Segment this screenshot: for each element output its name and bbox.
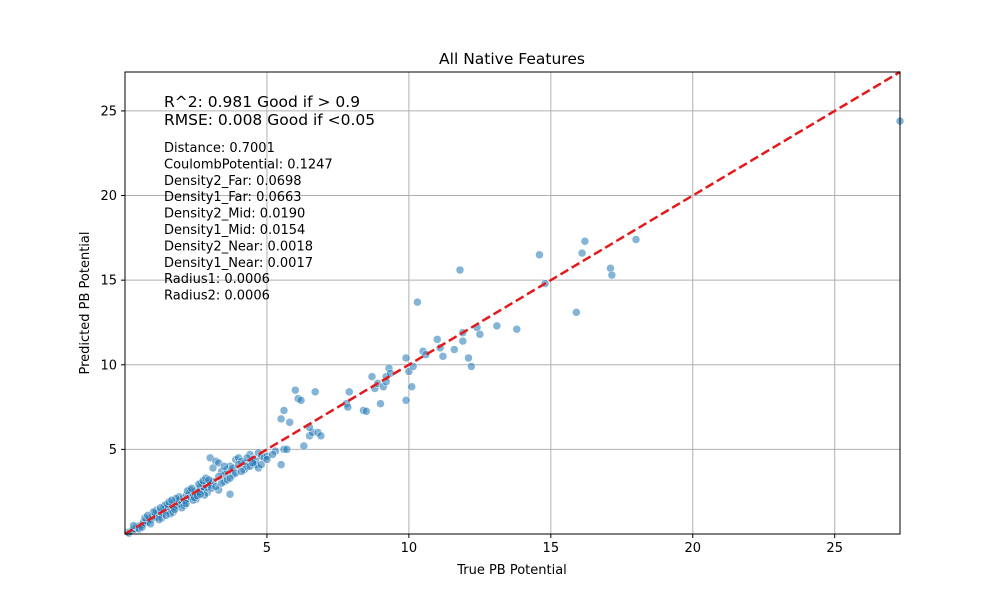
feature-importance-line: CoulombPotential: 0.1247 [164, 157, 333, 172]
x-tick-label: 15 [543, 541, 560, 556]
reference-line [124, 70, 901, 536]
feature-importance-line: Density2_Far: 0.0698 [164, 174, 302, 189]
data-point [225, 473, 235, 483]
data-point [631, 235, 641, 244]
data-point [208, 463, 218, 473]
data-point [154, 515, 164, 524]
feature-importance-line: Radius1: 0.0006 [164, 272, 270, 287]
data-point [475, 330, 485, 339]
y-tick-label: 20 [100, 189, 117, 204]
data-point [225, 489, 235, 499]
data-point [455, 265, 465, 275]
y-tick-label: 10 [100, 358, 117, 373]
data-point [268, 450, 277, 459]
data-point [220, 462, 229, 471]
data-point [345, 387, 354, 397]
data-point [276, 414, 286, 424]
data-point [467, 362, 476, 371]
data-point [282, 445, 292, 454]
data-point [492, 321, 502, 331]
data-point [580, 236, 590, 246]
data-point [310, 387, 320, 397]
data-point [299, 441, 309, 451]
data-point [343, 402, 353, 412]
chart-title: All Native Features [439, 50, 585, 68]
data-point [285, 418, 294, 427]
grid-lines [125, 72, 900, 534]
data-point [413, 297, 422, 307]
x-axis-label: True PB Potential [456, 563, 567, 578]
data-point [291, 385, 300, 395]
data-point [535, 250, 544, 260]
data-point [458, 336, 468, 346]
data-point [577, 248, 587, 258]
data-point [607, 270, 617, 280]
feature-importance-line: Density1_Near: 0.0017 [164, 256, 313, 271]
data-point [296, 396, 306, 405]
data-point [279, 406, 289, 415]
data-point [181, 499, 191, 508]
data-point [401, 396, 411, 405]
data-point [401, 353, 411, 363]
plot-frame [124, 71, 901, 535]
data-point [572, 308, 581, 317]
data-point [262, 455, 272, 464]
data-point [237, 467, 246, 476]
y-tick-label: 25 [100, 104, 117, 119]
data-point [316, 431, 326, 441]
data-point [512, 324, 522, 334]
feature-importance-line: Density2_Near: 0.0018 [164, 239, 313, 254]
feature-importance-line: Distance: 0.7001 [164, 141, 275, 156]
data-point [161, 511, 171, 520]
data-point [367, 372, 377, 381]
x-tick-label: 20 [684, 541, 701, 556]
data-point [407, 382, 416, 392]
y-axis-label: Predicted PB Potential [78, 232, 93, 375]
feature-importance-line: Radius2: 0.0006 [164, 289, 270, 304]
data-point [464, 353, 473, 363]
stat-line: RMSE: 0.008 Good if <0.05 [164, 111, 375, 129]
y-tick-label: 5 [109, 443, 117, 458]
data-point [450, 345, 459, 354]
data-point [276, 460, 286, 469]
feature-importance-line: Density1_Mid: 0.0154 [164, 223, 305, 238]
data-point [362, 407, 371, 416]
feature-importance-line: Density1_Far: 0.0663 [164, 190, 302, 205]
data-point [376, 399, 385, 408]
stat-line: R^2: 0.981 Good if > 0.9 [164, 93, 360, 111]
data-point [187, 484, 196, 493]
x-tick-label: 5 [263, 541, 271, 556]
data-point [195, 489, 205, 499]
data-point [257, 460, 266, 469]
x-tick-label: 10 [401, 541, 418, 556]
y-tick-label: 15 [100, 274, 117, 289]
data-point [433, 335, 442, 344]
feature-importance-line: Density2_Mid: 0.0190 [164, 207, 305, 222]
data-point [167, 495, 177, 505]
x-tick-label: 25 [826, 541, 843, 556]
axis-ticks: 5 10 15 20 25 5 10 15 20 25 [100, 104, 843, 556]
data-point [438, 352, 448, 361]
